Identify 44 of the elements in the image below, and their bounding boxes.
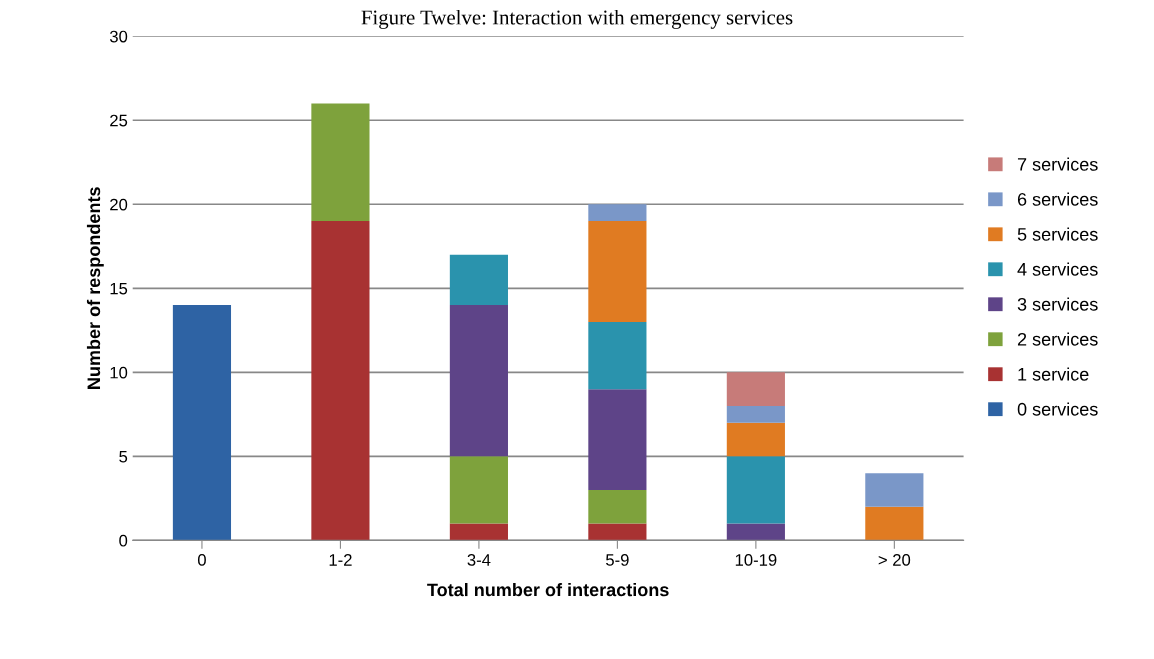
bar (865, 506, 924, 541)
bar (172, 305, 232, 541)
y-tick-label: 15 (110, 282, 128, 295)
y-tick-label: 20 (110, 198, 128, 211)
bar (588, 321, 647, 390)
x-tick-label: 1-2 (329, 554, 352, 566)
x-axis-title: Total number of interactions (427, 583, 669, 597)
legend-label: 5 services (1017, 227, 1098, 241)
y-tick-label: 10 (110, 366, 128, 379)
y-tick-label: 30 (109, 30, 128, 43)
bar (588, 489, 647, 524)
chart-title: Figure Twelve: Interaction with emergency services (361, 9, 793, 29)
legend-label: 6 services (1017, 192, 1098, 206)
x-tick-label: 10-19 (735, 554, 777, 566)
legend-label: 3 services (1017, 297, 1098, 311)
bar (726, 456, 785, 524)
bar (588, 523, 647, 541)
x-tick-label: > 20 (878, 554, 911, 566)
bar (449, 254, 508, 306)
bar (588, 389, 647, 490)
bar (311, 221, 370, 541)
legend-label: 4 services (1017, 262, 1098, 276)
y-tick-label: 25 (110, 114, 128, 127)
y-tick-label: 0 (119, 534, 128, 547)
bar (726, 422, 785, 457)
bar (726, 405, 785, 423)
legend-label: 0 services (1017, 402, 1098, 416)
bar (726, 372, 785, 406)
legend-label: 1 service (1018, 367, 1089, 381)
x-tick-label: 0 (197, 554, 206, 566)
bar (449, 523, 508, 541)
bar (865, 473, 924, 507)
bar (726, 523, 785, 541)
y-tick-label: 5 (119, 450, 128, 463)
bar (588, 204, 647, 222)
x-tick-label: 3-4 (467, 554, 491, 566)
bar (311, 103, 370, 222)
y-axis-title: Number of respondents (86, 187, 104, 389)
legend-label: 2 services (1017, 332, 1098, 346)
bar (588, 221, 647, 322)
bar (449, 305, 508, 457)
bar (449, 456, 508, 524)
x-tick-label: 5-9 (606, 554, 629, 566)
legend-label: 7 services (1017, 157, 1098, 171)
